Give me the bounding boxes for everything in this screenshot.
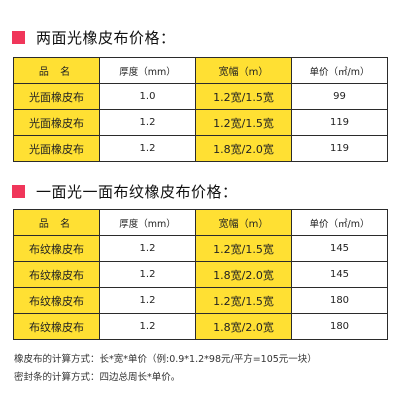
header-price: 单价（㎡/m） bbox=[291, 209, 388, 236]
cell-width: 1.2宽/1.5宽 bbox=[195, 83, 292, 110]
cell-thickness: 1.2 bbox=[99, 313, 196, 340]
cell-thickness: 1.0 bbox=[99, 83, 196, 110]
cell-width: 1.2宽/1.5宽 bbox=[195, 235, 292, 262]
header-price: 单价（㎡/m） bbox=[291, 57, 388, 84]
cell-price: 119 bbox=[291, 135, 388, 162]
cell-price: 180 bbox=[291, 287, 388, 314]
cell-product: 布纹橡皮布 bbox=[13, 313, 100, 340]
table-row: 光面橡皮布 1.0 1.2宽/1.5宽 99 bbox=[13, 83, 388, 110]
cell-product: 光面橡皮布 bbox=[13, 135, 100, 162]
header-name: 品 名 bbox=[13, 57, 100, 84]
section2-title-text: 一面光一面布纹橡皮布价格： bbox=[36, 183, 238, 201]
cell-width: 1.8宽/2.0宽 bbox=[195, 313, 292, 340]
table-header-row: 品 名 厚度（mm） 宽幅（m） 单价（㎡/m） bbox=[13, 209, 388, 236]
header-width: 宽幅（m） bbox=[195, 209, 292, 236]
table-row: 布纹橡皮布 1.2 1.2宽/1.5宽 145 bbox=[13, 235, 388, 262]
cell-product: 布纹橡皮布 bbox=[13, 287, 100, 314]
calculation-note-rubber: 橡皮布的计算方式：长*宽*单价（例:0.9*1.2*98元/平方=105元一块） bbox=[14, 354, 317, 365]
header-width: 宽幅（m） bbox=[195, 57, 292, 84]
cell-product: 布纹橡皮布 bbox=[13, 235, 100, 262]
table-row: 光面橡皮布 1.2 1.2宽/1.5宽 119 bbox=[13, 109, 388, 136]
section2-title: 一面光一面布纹橡皮布价格： bbox=[12, 181, 238, 202]
cell-width: 1.8宽/2.0宽 bbox=[195, 135, 292, 162]
header-thickness: 厚度（mm） bbox=[99, 57, 196, 84]
section1-title: 两面光橡皮布价格： bbox=[12, 27, 176, 48]
section2-price-table: 品 名 厚度（mm） 宽幅（m） 单价（㎡/m） 布纹橡皮布 1.2 1.2宽/… bbox=[13, 209, 388, 340]
cell-thickness: 1.2 bbox=[99, 261, 196, 288]
header-name: 品 名 bbox=[13, 209, 100, 236]
cell-width: 1.2宽/1.5宽 bbox=[195, 109, 292, 136]
cell-thickness: 1.2 bbox=[99, 287, 196, 314]
section1-price-table: 品 名 厚度（mm） 宽幅（m） 单价（㎡/m） 光面橡皮布 1.0 1.2宽/… bbox=[13, 57, 388, 162]
section1-title-text: 两面光橡皮布价格： bbox=[36, 29, 176, 47]
cell-price: 119 bbox=[291, 109, 388, 136]
table-row: 布纹橡皮布 1.2 1.8宽/2.0宽 145 bbox=[13, 261, 388, 288]
cell-thickness: 1.2 bbox=[99, 135, 196, 162]
cell-price: 145 bbox=[291, 235, 388, 262]
cell-product: 布纹橡皮布 bbox=[13, 261, 100, 288]
cell-width: 1.2宽/1.5宽 bbox=[195, 287, 292, 314]
cell-thickness: 1.2 bbox=[99, 235, 196, 262]
cell-width: 1.8宽/2.0宽 bbox=[195, 261, 292, 288]
cell-price: 145 bbox=[291, 261, 388, 288]
cell-product: 光面橡皮布 bbox=[13, 109, 100, 136]
cell-price: 180 bbox=[291, 313, 388, 340]
table-row: 光面橡皮布 1.2 1.8宽/2.0宽 119 bbox=[13, 135, 388, 162]
table-row: 布纹橡皮布 1.2 1.2宽/1.5宽 180 bbox=[13, 287, 388, 314]
section2-marker-icon bbox=[12, 185, 25, 198]
header-thickness: 厚度（mm） bbox=[99, 209, 196, 236]
cell-price: 99 bbox=[291, 83, 388, 110]
table-header-row: 品 名 厚度（mm） 宽幅（m） 单价（㎡/m） bbox=[13, 57, 388, 84]
calculation-note-seal: 密封条的计算方式：四边总周长*单价。 bbox=[14, 372, 181, 383]
table-row: 布纹橡皮布 1.2 1.8宽/2.0宽 180 bbox=[13, 313, 388, 340]
cell-product: 光面橡皮布 bbox=[13, 83, 100, 110]
section1-marker-icon bbox=[12, 31, 25, 44]
cell-thickness: 1.2 bbox=[99, 109, 196, 136]
